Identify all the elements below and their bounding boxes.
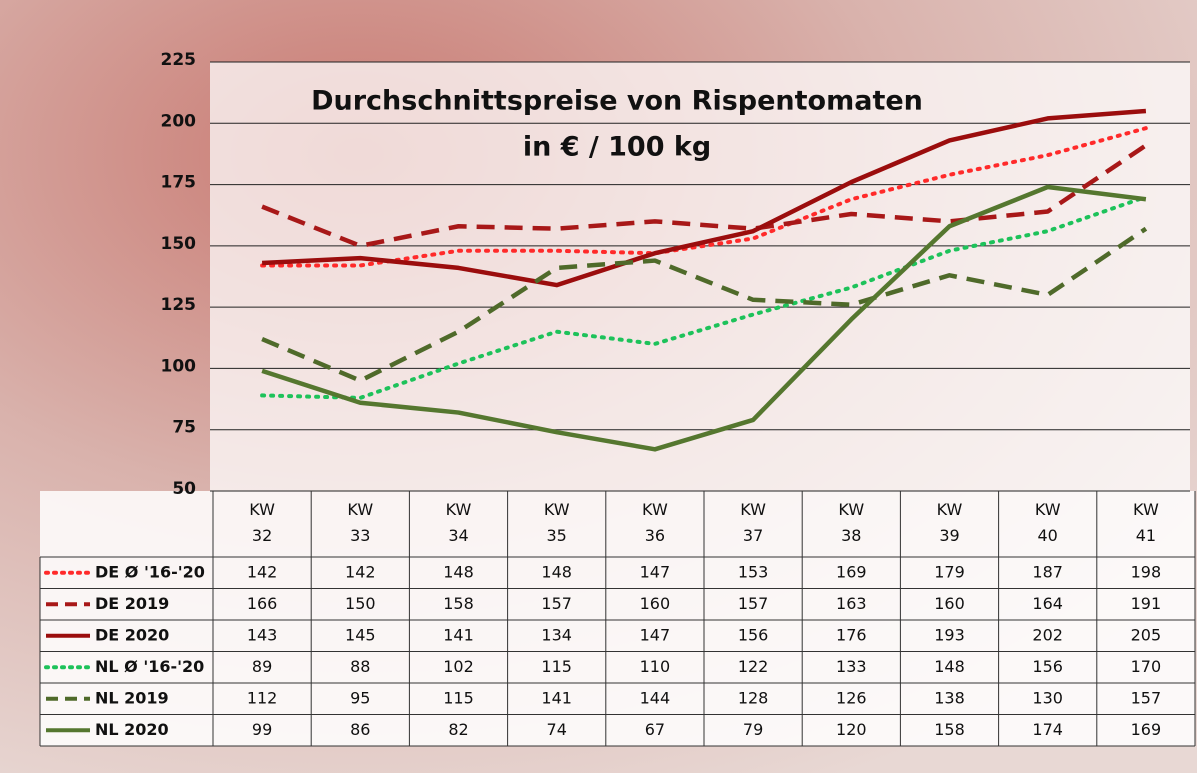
- y-tick-label: 225: [161, 50, 197, 70]
- table-value: 141: [443, 625, 474, 644]
- table-value: 156: [738, 625, 769, 644]
- table-value: 179: [934, 562, 965, 581]
- table-value: 148: [934, 657, 965, 676]
- table-value: 115: [443, 688, 474, 707]
- table-value: 158: [443, 594, 474, 613]
- table-value: 133: [836, 657, 867, 676]
- x-tick-label: KW 37: [733, 497, 773, 549]
- chart-title: Durchschnittspreise von Rispentomaten: [311, 86, 923, 117]
- table-value: 145: [345, 625, 376, 644]
- table-value: 112: [247, 688, 278, 707]
- y-tick-label: 150: [161, 234, 197, 254]
- table-value: 82: [448, 720, 468, 739]
- table-value: 198: [1131, 562, 1162, 581]
- table-value: 169: [836, 562, 867, 581]
- chart-subtitle: in € / 100 kg: [523, 132, 711, 163]
- table-value: 176: [836, 625, 867, 644]
- table-value: 158: [934, 720, 965, 739]
- x-tick-label: KW 40: [1028, 497, 1068, 549]
- x-tick-label: KW 36: [635, 497, 675, 549]
- table-value: 122: [738, 657, 769, 676]
- table-value: 138: [934, 688, 965, 707]
- legend-label: NL 2019: [95, 688, 169, 707]
- x-tick-label: KW 33: [340, 497, 380, 549]
- table-value: 79: [743, 720, 763, 739]
- y-tick-label: 100: [161, 356, 197, 376]
- x-tick-label: KW 32: [242, 497, 282, 549]
- table-value: 142: [345, 562, 376, 581]
- table-value: 169: [1131, 720, 1162, 739]
- legend-label: NL Ø '16-'20: [95, 657, 204, 676]
- table-value: 166: [247, 594, 278, 613]
- table-value: 150: [345, 594, 376, 613]
- table-value: 74: [547, 720, 567, 739]
- table-value: 88: [350, 657, 370, 676]
- table-value: 148: [443, 562, 474, 581]
- legend-label: DE 2020: [95, 625, 169, 644]
- y-tick-label: 75: [172, 418, 196, 438]
- table-value: 187: [1032, 562, 1063, 581]
- table-value: 120: [836, 720, 867, 739]
- x-tick-label: KW 39: [930, 497, 970, 549]
- table-value: 144: [640, 688, 671, 707]
- table-value: 157: [541, 594, 572, 613]
- table-value: 148: [541, 562, 572, 581]
- legend-label: NL 2020: [95, 720, 169, 739]
- table-value: 157: [1131, 688, 1162, 707]
- y-tick-label: 125: [161, 295, 197, 315]
- table-value: 174: [1032, 720, 1063, 739]
- table-value: 130: [1032, 688, 1063, 707]
- table-value: 115: [541, 657, 572, 676]
- table-value: 95: [350, 688, 370, 707]
- table-value: 126: [836, 688, 867, 707]
- x-tick-label: KW 34: [439, 497, 479, 549]
- table-value: 163: [836, 594, 867, 613]
- table-value: 205: [1131, 625, 1162, 644]
- table-value: 102: [443, 657, 474, 676]
- table-value: 86: [350, 720, 370, 739]
- table-value: 193: [934, 625, 965, 644]
- table-value: 170: [1131, 657, 1162, 676]
- y-tick-label: 50: [172, 479, 196, 499]
- table-value: 164: [1032, 594, 1063, 613]
- chart-svg: Durchschnittspreise von Rispentomaten in…: [0, 0, 1197, 773]
- x-tick-label: KW 35: [537, 497, 577, 549]
- table-value: 142: [247, 562, 278, 581]
- table-value: 99: [252, 720, 272, 739]
- table-value: 160: [934, 594, 965, 613]
- y-tick-label: 200: [161, 111, 197, 131]
- table-value: 202: [1032, 625, 1063, 644]
- table-value: 153: [738, 562, 769, 581]
- legend-label: DE 2019: [95, 594, 169, 613]
- table-value: 134: [541, 625, 572, 644]
- table-value: 160: [640, 594, 671, 613]
- chart: Durchschnittspreise von Rispentomaten in…: [0, 0, 1197, 773]
- table-value: 157: [738, 594, 769, 613]
- table-value: 143: [247, 625, 278, 644]
- x-tick-label: KW 41: [1126, 497, 1166, 549]
- table-value: 128: [738, 688, 769, 707]
- table-value: 141: [541, 688, 572, 707]
- table-value: 147: [640, 625, 671, 644]
- legend-label: DE Ø '16-'20: [95, 562, 205, 581]
- y-tick-label: 175: [161, 173, 197, 193]
- x-tick-label: KW 38: [831, 497, 871, 549]
- table-value: 191: [1131, 594, 1162, 613]
- table-value: 67: [645, 720, 665, 739]
- table-value: 110: [640, 657, 671, 676]
- table-value: 147: [640, 562, 671, 581]
- table-value: 89: [252, 657, 272, 676]
- table-value: 156: [1032, 657, 1063, 676]
